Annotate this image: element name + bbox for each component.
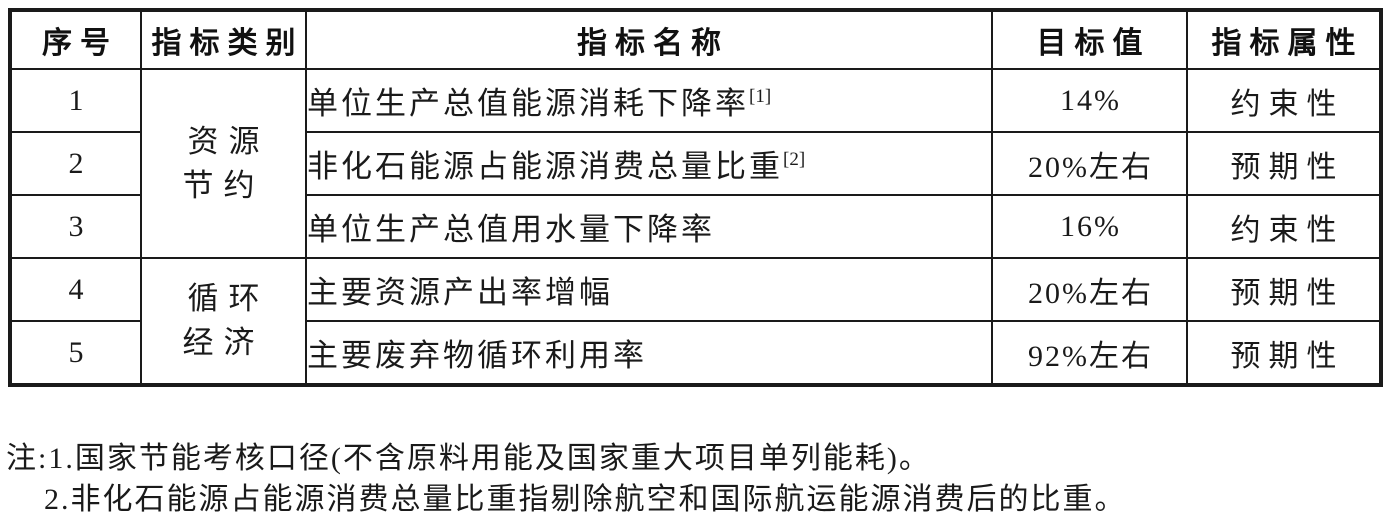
cell-serial: 1 — [9, 68, 142, 133]
category-line: 节约 — [182, 167, 265, 203]
category-line: 循环 — [187, 281, 270, 316]
cell-indicator-name: 单位生产总值能源消耗下降率[1] — [305, 68, 993, 133]
category-line: 资源 — [187, 123, 270, 159]
header-indicator-name: 指标名称 — [305, 9, 993, 70]
indicators-table: 序号 指标类别 指标名称 目标值 指标属性 1 资源 节约 单位生产总值能源消耗… — [8, 8, 1383, 387]
indicator-name-text: 主要资源产出率增幅 — [307, 275, 613, 310]
cell-indicator-attribute: 预期性 — [1186, 320, 1382, 386]
cell-serial: 2 — [9, 131, 142, 196]
table-row: 3 单位生产总值用水量下降率 16% 约束性 — [9, 194, 1382, 259]
cell-indicator-attribute: 预期性 — [1186, 131, 1382, 196]
cell-indicator-name: 主要资源产出率增幅 — [305, 257, 993, 322]
table-row: 5 主要废弃物循环利用率 92%左右 预期性 — [9, 320, 1382, 386]
cell-serial: 3 — [9, 194, 142, 259]
header-target-value: 目标值 — [991, 9, 1188, 70]
header-indicator-attribute: 指标属性 — [1186, 9, 1382, 70]
category-cell-circular-economy: 循环 经济 — [140, 257, 307, 386]
cell-indicator-name: 非化石能源占能源消费总量比重[2] — [305, 131, 993, 196]
table-row: 2 非化石能源占能源消费总量比重[2] 20%左右 预期性 — [9, 131, 1382, 196]
cell-serial: 4 — [9, 257, 142, 322]
category-line: 经济 — [182, 325, 265, 360]
footnote-ref: [1] — [749, 86, 772, 107]
cell-target-value: 20%左右 — [991, 257, 1188, 322]
footnote-ref: [2] — [783, 149, 806, 170]
indicator-name-text: 单位生产总值能源消耗下降率 — [307, 86, 749, 121]
footnote-2: 2.非化石能源占能源消费总量比重指剔除航空和国际航运能源消费后的比重。 — [44, 483, 1127, 516]
table-row: 1 资源 节约 单位生产总值能源消耗下降率[1] 14% 约束性 — [9, 68, 1382, 259]
table-header-row: 序号 指标类别 指标名称 目标值 指标属性 — [9, 9, 1382, 70]
indicator-name-text: 非化石能源占能源消费总量比重 — [307, 149, 783, 184]
footnotes: 注:1.国家节能考核口径(不含原料用能及国家重大项目单列能耗)。 2.非化石能源… — [6, 438, 1127, 520]
cell-indicator-name: 主要废弃物循环利用率 — [305, 320, 993, 386]
category-cell-resource-conservation: 资源 节约 — [140, 68, 307, 259]
cell-serial: 5 — [9, 320, 142, 386]
cell-target-value: 14% — [991, 68, 1188, 133]
cell-target-value: 16% — [991, 194, 1188, 259]
cell-target-value: 92%左右 — [991, 320, 1188, 386]
header-indicator-category: 指标类别 — [140, 9, 307, 70]
table-row: 4 循环 经济 主要资源产出率增幅 20%左右 预期性 — [9, 257, 1382, 386]
cell-indicator-name: 单位生产总值用水量下降率 — [305, 194, 993, 259]
header-serial-number: 序号 — [9, 9, 142, 70]
indicator-name-text: 单位生产总值用水量下降率 — [307, 212, 715, 247]
cell-indicator-attribute: 约束性 — [1186, 68, 1382, 133]
cell-indicator-attribute: 约束性 — [1186, 194, 1382, 259]
cell-target-value: 20%左右 — [991, 131, 1188, 196]
footnote-1: 注:1.国家节能考核口径(不含原料用能及国家重大项目单列能耗)。 — [6, 442, 931, 475]
indicator-name-text: 主要废弃物循环利用率 — [307, 338, 647, 373]
cell-indicator-attribute: 预期性 — [1186, 257, 1382, 322]
